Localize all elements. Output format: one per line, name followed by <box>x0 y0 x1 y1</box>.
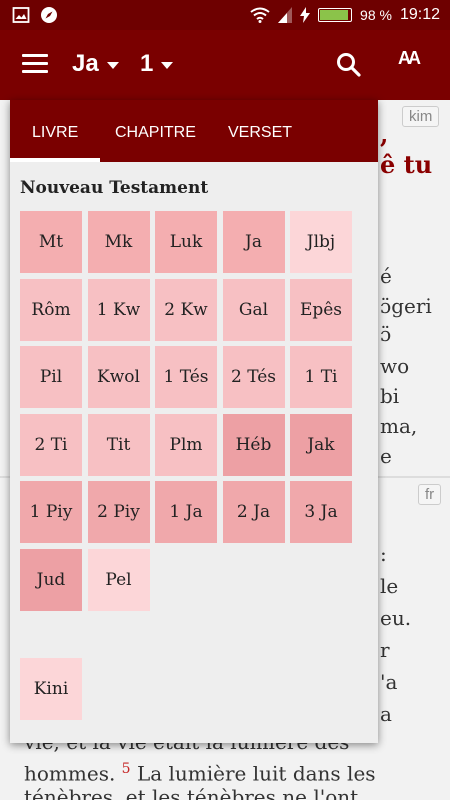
book-cell[interactable]: Ja <box>222 211 285 273</box>
verse-fragment: ê tu <box>380 150 433 179</box>
book-cell[interactable]: Jlbj <box>290 211 352 273</box>
text-size-glyph: AA <box>398 48 421 68</box>
book-cell[interactable]: 1 Ti <box>290 346 352 408</box>
book-cell[interactable]: Mk <box>87 211 150 273</box>
book-cell[interactable]: 1 Piy <box>20 481 82 543</box>
verse-fragment: ɔ̈ <box>380 322 392 346</box>
book-cell[interactable]: 2 Kw <box>155 278 217 341</box>
chapter-selector[interactable]: 1 <box>140 50 174 78</box>
tab-chapitre[interactable]: CHAPITRE <box>115 124 196 141</box>
book-cell[interactable]: Jak <box>290 413 352 476</box>
chevron-down-icon <box>106 61 119 69</box>
verse-fragment: bi <box>380 384 400 408</box>
charging-icon <box>300 7 311 23</box>
battery-icon <box>318 8 353 22</box>
verse-fragment: r <box>380 638 390 662</box>
text-size-icon[interactable]: AA <box>398 48 421 69</box>
book-cell[interactable]: 1 Ja <box>155 481 217 543</box>
chapter-label: 1 <box>140 50 154 77</box>
book-picker-popup: LIVRE CHAPITRE VERSET Nouveau Testament … <box>10 100 378 743</box>
verse-fragment: le <box>380 574 399 598</box>
book-cell[interactable]: Héb <box>222 413 285 476</box>
verse-fragment: eu. <box>380 606 412 630</box>
book-cell[interactable]: 1 Tés <box>155 346 217 408</box>
book-cell[interactable]: 2 Ja <box>222 481 285 543</box>
language-tag[interactable]: kim <box>402 106 440 127</box>
verse-line: ténèbres, et les ténèbres ne l'ont <box>24 785 359 800</box>
language-tag[interactable]: fr <box>418 484 442 505</box>
book-cell[interactable]: Plm <box>155 413 217 476</box>
active-tab-indicator <box>10 158 100 162</box>
section-title: Nouveau Testament <box>20 178 209 198</box>
book-cell[interactable]: Gal <box>222 278 285 341</box>
book-cell[interactable]: Jud <box>20 548 82 611</box>
verse-fragment: é <box>380 264 392 288</box>
verse-fragment: ma, <box>380 414 418 438</box>
book-label: Ja <box>72 50 99 77</box>
search-icon[interactable] <box>336 52 362 78</box>
book-cell[interactable]: Tit <box>87 413 150 476</box>
book-cell[interactable]: Pel <box>87 548 150 611</box>
chevron-down-icon <box>161 61 174 69</box>
verse-fragment: 'a <box>380 670 398 694</box>
book-cell[interactable]: Mt <box>20 211 82 273</box>
verse-fragment: ɔ̈geri <box>380 294 432 318</box>
compass-icon <box>41 7 57 23</box>
signal-icon <box>278 7 293 23</box>
status-bar: 98 % 19:12 <box>0 0 450 30</box>
verse-fragment: wo <box>380 354 410 378</box>
book-cell[interactable]: 2 Piy <box>87 481 150 543</box>
book-selector[interactable]: Ja <box>72 50 119 78</box>
book-cell-kini[interactable]: Kini <box>20 658 82 720</box>
verse-fragment: a <box>380 702 392 726</box>
book-cell[interactable]: Rôm <box>20 278 82 341</box>
verse-line: hommes. 5 La lumière luit dans les <box>24 761 376 786</box>
battery-fill <box>320 10 349 20</box>
book-cell[interactable]: Luk <box>155 211 217 273</box>
tab-livre[interactable]: LIVRE <box>32 124 79 141</box>
verse-fragment: e <box>380 444 392 468</box>
verse-fragment: : <box>380 542 387 566</box>
book-cell[interactable]: Epês <box>290 278 352 341</box>
clock: 19:12 <box>399 6 440 23</box>
verse-number: 5 <box>121 761 131 777</box>
menu-icon[interactable] <box>22 54 48 74</box>
book-cell[interactable]: 2 Tés <box>222 346 285 408</box>
picker-tabs: LIVRE CHAPITRE VERSET <box>10 100 378 162</box>
book-cell[interactable]: Kwol <box>87 346 150 408</box>
battery-percent: 98 % <box>360 7 392 23</box>
image-icon <box>12 7 30 23</box>
app-toolbar: Ja 1 AA <box>0 30 450 100</box>
book-cell[interactable]: 2 Ti <box>20 413 82 476</box>
wifi-icon <box>250 7 270 23</box>
book-cell[interactable]: Pil <box>20 346 82 408</box>
tab-verset[interactable]: VERSET <box>228 124 293 141</box>
verse-fragment: , <box>380 120 389 149</box>
book-cell[interactable]: 1 Kw <box>87 278 150 341</box>
book-cell[interactable]: 3 Ja <box>290 481 352 543</box>
